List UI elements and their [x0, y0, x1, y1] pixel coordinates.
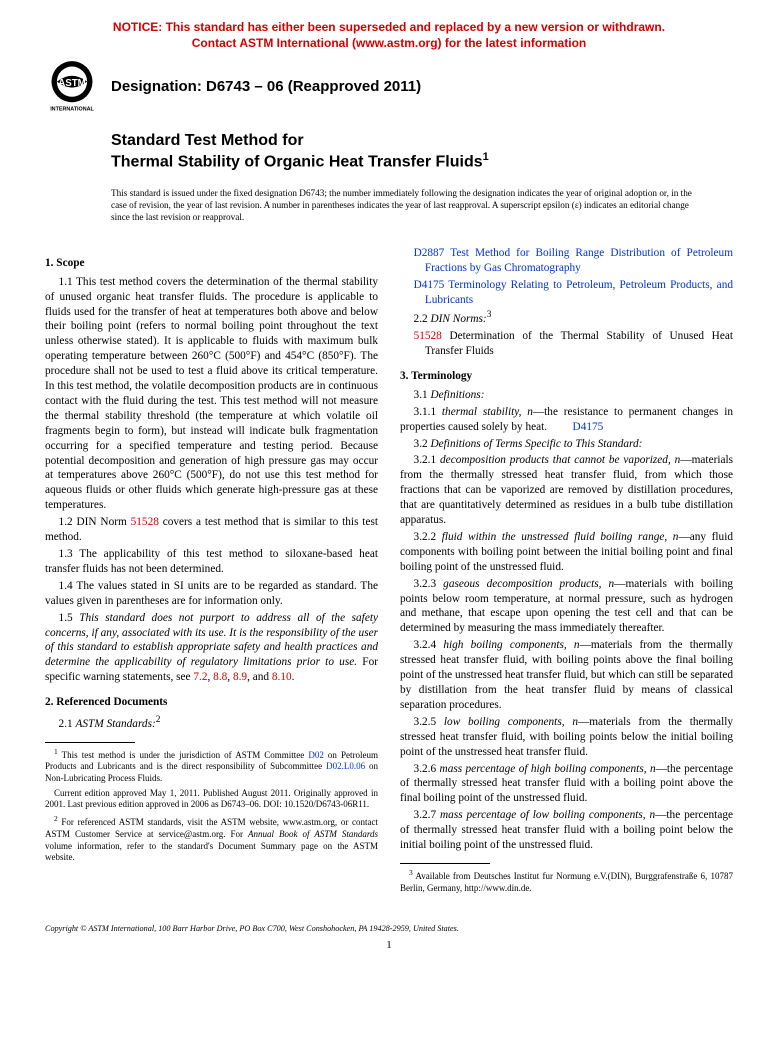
- para-1-2: 1.2 DIN Norm 51528 covers a test method …: [45, 515, 378, 545]
- footnotes-right: 3 Available from Deutsches Institut fur …: [400, 863, 733, 894]
- refdocs-heading: 2. Referenced Documents: [45, 695, 378, 710]
- para-3-2-3: 3.2.3 gaseous decomposition products, n—…: [400, 577, 733, 637]
- notice-line2: Contact ASTM International (www.astm.org…: [192, 36, 586, 50]
- para-1-5: 1.5 This standard does not purport to ad…: [45, 611, 378, 686]
- body-columns: 1. Scope 1.1 This test method covers the…: [45, 246, 733, 895]
- para-3-2-1: 3.2.1 decomposition products that cannot…: [400, 453, 733, 528]
- svg-text:INTERNATIONAL: INTERNATIONAL: [50, 106, 94, 112]
- link-d4175b[interactable]: D4175: [573, 421, 604, 433]
- link-8-8[interactable]: 8.8: [213, 671, 227, 683]
- para-3-2-6: 3.2.6 mass percentage of high boiling co…: [400, 762, 733, 807]
- link-8-9[interactable]: 8.9: [233, 671, 247, 683]
- title-block: Standard Test Method for Thermal Stabili…: [111, 131, 733, 172]
- footnote-1: 1 This test method is under the jurisdic…: [45, 747, 378, 785]
- astm-logo: ASTM INTERNATIONAL: [45, 59, 99, 113]
- ref-51528: 51528 Determination of the Thermal Stabi…: [400, 329, 733, 359]
- link-7-2[interactable]: 7.2: [193, 671, 207, 683]
- para-3-1: 3.1 Definitions:: [400, 388, 733, 403]
- link-51528b[interactable]: 51528: [414, 330, 442, 342]
- para-1-4: 1.4 The values stated in SI units are to…: [45, 579, 378, 609]
- svg-text:ASTM: ASTM: [58, 78, 86, 89]
- para-3-2-2: 3.2.2 fluid within the unstressed fluid …: [400, 530, 733, 575]
- para-3-2-7: 3.2.7 mass percentage of low boiling com…: [400, 808, 733, 853]
- title-line2: Thermal Stability of Organic Heat Transf…: [111, 151, 733, 172]
- para-3-2: 3.2 Definitions of Terms Specific to Thi…: [400, 437, 733, 452]
- footnote-3: 3 Available from Deutsches Institut fur …: [400, 868, 733, 894]
- link-8-10[interactable]: 8.10: [272, 671, 292, 683]
- copyright-line: Copyright © ASTM International, 100 Barr…: [45, 924, 733, 933]
- para-2-1: 2.1 ASTM Standards:2: [45, 714, 378, 732]
- footnote-2: 2 For referenced ASTM standards, visit t…: [45, 814, 378, 864]
- link-d2887[interactable]: D2887: [414, 247, 445, 259]
- link-51528[interactable]: 51528: [131, 516, 159, 528]
- issue-note: This standard is issued under the fixed …: [111, 187, 733, 224]
- notice-line1: NOTICE: This standard has either been su…: [113, 20, 665, 34]
- notice-banner: NOTICE: This standard has either been su…: [45, 20, 733, 51]
- title-line1: Standard Test Method for: [111, 131, 733, 151]
- para-2-2: 2.2 DIN Norms:3: [400, 309, 733, 327]
- terminology-heading: 3. Terminology: [400, 369, 733, 384]
- header-row: ASTM INTERNATIONAL Designation: D6743 – …: [45, 59, 733, 113]
- link-d02[interactable]: D02: [308, 750, 324, 760]
- document-page: NOTICE: This standard has either been su…: [0, 0, 778, 981]
- designation: Designation: D6743 – 06 (Reapproved 2011…: [111, 78, 421, 95]
- ref-d2887: D2887 Test Method for Boiling Range Dist…: [400, 246, 733, 276]
- footnote-1b: Current edition approved May 1, 2011. Pu…: [45, 788, 378, 811]
- page-number: 1: [45, 939, 733, 951]
- link-d4175[interactable]: D4175: [414, 279, 445, 291]
- footnotes-left: 1 This test method is under the jurisdic…: [45, 742, 378, 864]
- link-d02l006[interactable]: D02.L0.06: [326, 761, 365, 771]
- scope-heading: 1. Scope: [45, 256, 378, 271]
- para-1-1: 1.1 This test method covers the determin…: [45, 275, 378, 514]
- para-3-2-4: 3.2.4 high boiling components, n—materia…: [400, 638, 733, 713]
- para-3-1-1: 3.1.1 thermal stability, n—the resistanc…: [400, 405, 733, 435]
- para-1-3: 1.3 The applicability of this test metho…: [45, 547, 378, 577]
- ref-d4175: D4175 Terminology Relating to Petroleum,…: [400, 278, 733, 308]
- para-3-2-5: 3.2.5 low boiling components, n—material…: [400, 715, 733, 760]
